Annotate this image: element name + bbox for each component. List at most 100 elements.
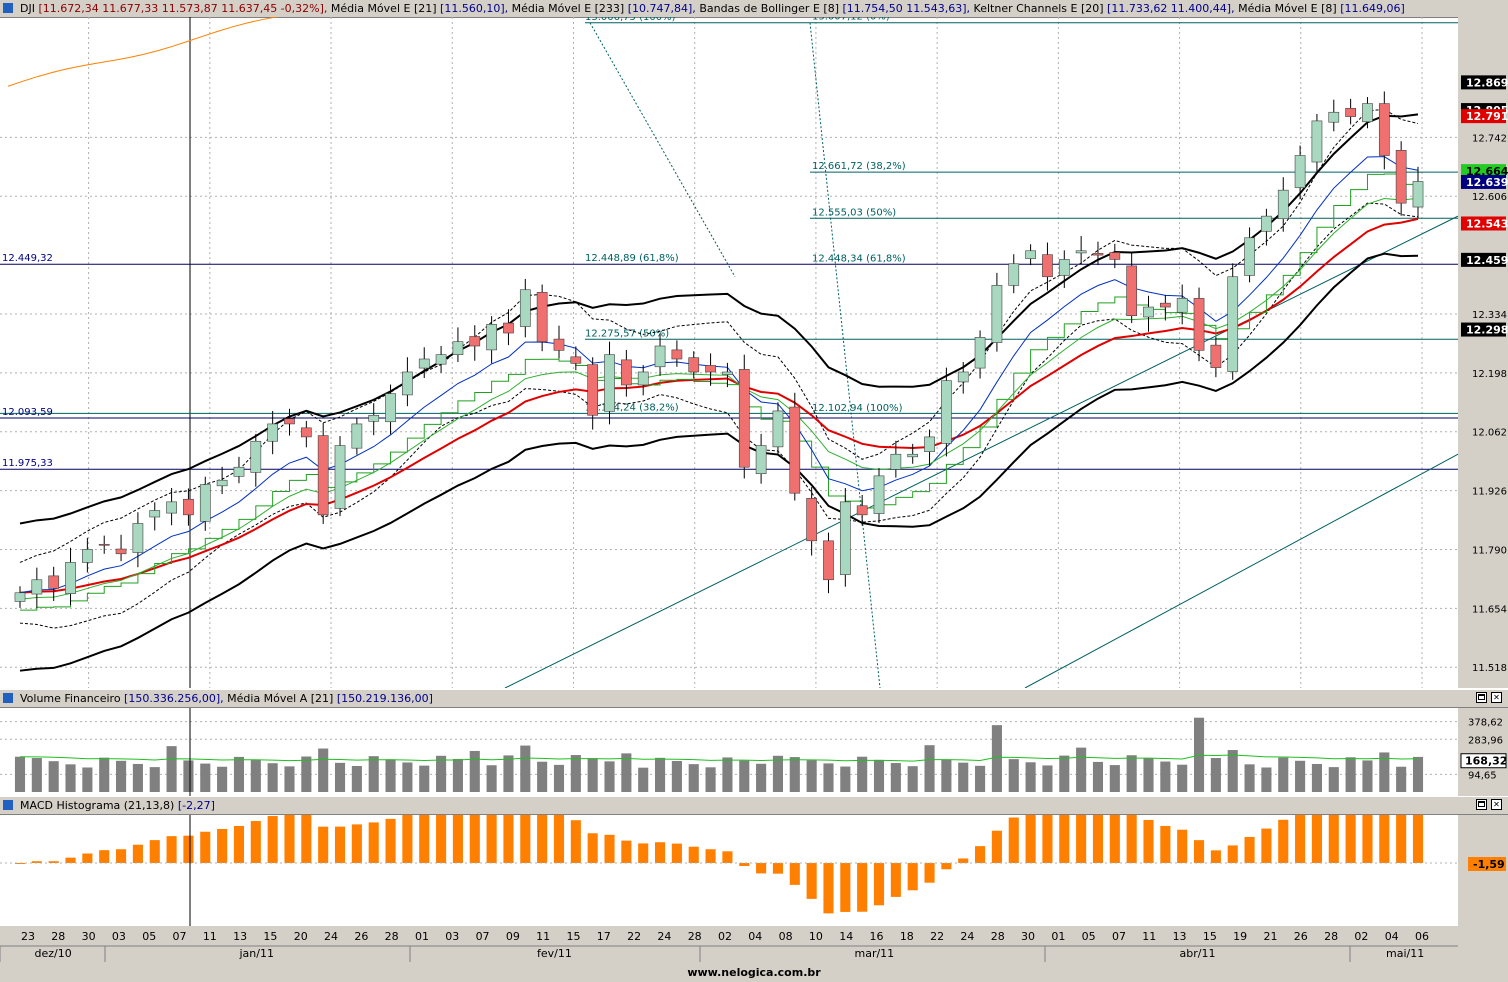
macd-bar <box>857 863 868 912</box>
volume-bar <box>941 759 952 792</box>
axis-day-label: 07 <box>476 930 490 943</box>
candle-body <box>317 435 329 516</box>
axis-day-label: 21 <box>1263 930 1277 943</box>
volume-badge <box>1460 753 1507 769</box>
volume-bar <box>890 763 901 792</box>
axis-day-label: 11 <box>1142 930 1156 943</box>
macd-bar <box>991 830 1002 863</box>
macd-bar <box>1059 815 1070 863</box>
macd-bar <box>873 863 885 906</box>
volume-bar <box>1379 752 1390 792</box>
volume-bar <box>1227 750 1238 792</box>
candle-body <box>402 371 413 396</box>
macd-bar <box>975 846 986 863</box>
ind-ma21-value: [11.560,10], <box>436 2 512 15</box>
fib-label: 12.448,34 (61,8%) <box>812 253 906 264</box>
macd-title: MACD Histograma (21,13,8) <box>20 799 175 812</box>
macd-bar <box>1092 815 1104 863</box>
macd-bar <box>553 815 565 863</box>
volume-bar <box>419 765 430 792</box>
candle-body <box>65 562 76 594</box>
volume-bar <box>1210 758 1221 792</box>
ind-keltner-label: Keltner Channels E [20] <box>973 2 1104 15</box>
macd-bar <box>436 815 447 863</box>
axis-month-label: abr/11 <box>1180 947 1216 960</box>
macd-bar <box>503 815 514 863</box>
price-chart[interactable]: 13.006,75 (100%) 13.007,12 (0%) 12.661,72 … <box>0 17 1508 688</box>
candle-body <box>907 453 919 458</box>
volume-ma-title: Média Móvel A [21] <box>227 692 334 705</box>
candle-body <box>722 371 733 375</box>
axis-day-label: 13 <box>233 930 247 943</box>
candle-body <box>1362 103 1373 123</box>
ohlc-values: [11.672,34 11.677,33 11.573,87 11.637,45… <box>34 2 331 15</box>
trendline-lower <box>1024 453 1459 688</box>
macd-bar <box>1025 815 1036 863</box>
candle-body <box>1159 302 1171 308</box>
axis-day-label: 28 <box>991 930 1005 943</box>
candle-body <box>368 414 380 422</box>
macd-bar <box>840 863 851 912</box>
candle-body <box>1378 103 1390 156</box>
volume-bar <box>31 758 42 792</box>
axis-day-label: 14 <box>839 930 853 943</box>
macd-chart[interactable]: -1,59 <box>0 815 1508 926</box>
trendline-upper <box>504 215 1459 688</box>
volume-bar <box>166 746 177 792</box>
macd-bar <box>1379 815 1390 863</box>
volume-bar <box>14 756 26 792</box>
volume-bar <box>621 753 632 792</box>
candle-body <box>1210 344 1222 368</box>
close-volume-button[interactable] <box>1491 692 1502 703</box>
price-scale[interactable] <box>1458 17 1508 688</box>
candle-body <box>519 289 531 327</box>
macd-bar <box>149 840 160 863</box>
volume-bar <box>587 758 598 792</box>
candle-body <box>536 292 548 342</box>
candle-body <box>957 371 969 383</box>
axis-day-label: 16 <box>870 930 884 943</box>
volume-bar <box>1109 765 1120 792</box>
volume-bar <box>722 757 733 792</box>
fib-label: 12.661,72 (38,2%) <box>812 161 906 172</box>
candle-body <box>1109 252 1121 260</box>
price-badge <box>1461 109 1506 124</box>
candle-body <box>654 345 666 368</box>
volume-chart[interactable]: 378,62 283,96 94,65 168,32 <box>0 708 1508 796</box>
candle-body <box>1042 254 1053 278</box>
macd-bar <box>1126 815 1137 863</box>
volume-bar <box>250 760 261 792</box>
candle-body <box>671 349 683 360</box>
ind-ma8-value: [11.649,06] <box>1336 2 1405 15</box>
axis-day-label: 04 <box>1385 930 1399 943</box>
macd-bar <box>385 818 396 863</box>
macd-bar <box>402 815 413 863</box>
price-badge-label: 12.791 <box>1466 110 1508 123</box>
volume-bar <box>1025 762 1036 792</box>
candle-body <box>250 440 262 473</box>
ma233-line <box>7 17 279 87</box>
candle-body <box>1261 215 1272 232</box>
close-macd-button[interactable] <box>1491 799 1502 810</box>
fib-label: 13.007,12 (0%) <box>812 17 890 23</box>
keltner-lower <box>19 252 1419 672</box>
candle-body <box>1311 120 1323 163</box>
maximize-macd-button[interactable] <box>1476 799 1487 810</box>
volume-bar <box>469 750 480 792</box>
axis-day-label: 15 <box>566 930 580 943</box>
volume-scale[interactable] <box>1458 708 1508 796</box>
volume-bar <box>823 763 834 792</box>
candle-body <box>1277 189 1289 220</box>
macd-bar <box>132 844 143 863</box>
axis-day-label: 13 <box>1173 930 1187 943</box>
volume-bar <box>1076 747 1087 792</box>
date-axis-labels: 23 28 30 03 05 07 11 13 15 20 24 26 28 01 03 07 09 11 15 17… <box>0 930 1458 962</box>
maximize-volume-button[interactable] <box>1476 692 1487 703</box>
macd-bar <box>1328 815 1339 863</box>
candle-body <box>772 410 784 448</box>
date-axis[interactable] <box>0 926 1508 982</box>
fib-label: 13.006,75 (100%) <box>585 17 676 23</box>
fib-label: 12.555,03 (50%) <box>812 207 896 218</box>
macd-bar <box>419 815 430 863</box>
volume-bar <box>991 725 1002 792</box>
